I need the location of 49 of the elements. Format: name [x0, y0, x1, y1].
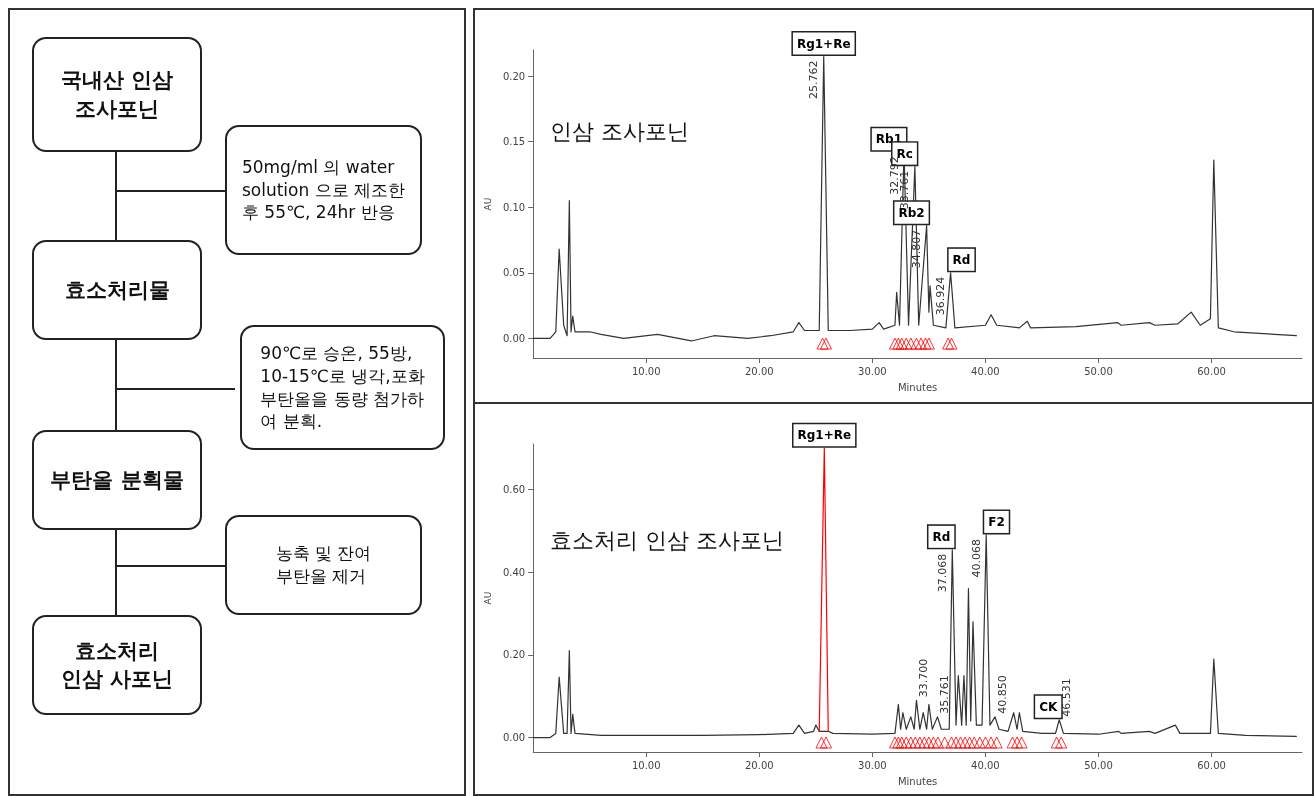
- flow-box: 부탄올 분획물: [32, 430, 202, 530]
- text: 인삼 조사포닌: [550, 118, 689, 144]
- y-tick-label: 0.15: [502, 136, 526, 148]
- y-tick-label: 0.60: [502, 483, 526, 495]
- annotation: Rd: [932, 529, 951, 544]
- flow-box: 90℃로 승온, 55방, 10-15℃로 냉각,포화 부탄올을 동량 첨가하 여 분획.: [240, 325, 445, 450]
- flow-box: 효소처리 인삼 사포닌: [32, 615, 202, 715]
- annotation: 25.762: [807, 60, 821, 100]
- annotation: 35.761: [937, 675, 951, 714]
- x-tick-label: 20.00: [744, 365, 774, 377]
- x-tick-label: 50.00: [1084, 759, 1113, 771]
- flow-box: 국내산 인삼 조사포닌: [32, 37, 202, 152]
- annotation: 40.068: [969, 538, 983, 578]
- y-tick-label: 0.40: [502, 566, 526, 578]
- x-tick-label: 60.00: [1197, 365, 1226, 377]
- annotation: 46.531: [1059, 678, 1073, 717]
- annotation: 33.700: [916, 658, 930, 698]
- x-axis-title: Minutes: [897, 775, 938, 787]
- annotation: Rg1+Re: [797, 428, 852, 443]
- annotation: Rg1+Re: [796, 36, 851, 51]
- x-tick-label: 30.00: [858, 365, 887, 377]
- flow-box: 효소처리물: [32, 240, 202, 340]
- annotation: 40.850: [995, 675, 1009, 714]
- y-axis-title: AU: [482, 197, 493, 211]
- annotation: 37.068: [935, 553, 949, 593]
- y-tick-label: 0.20: [502, 649, 526, 661]
- annotation: Rd: [952, 252, 971, 267]
- text: 효소처리 인삼 조사포닌: [550, 527, 784, 553]
- y-tick-label: 0.20: [502, 70, 526, 82]
- flow-box: 농축 및 잔여 부탄올 제거: [225, 515, 422, 615]
- x-tick-label: 60.00: [1197, 759, 1226, 771]
- x-tick-label: 50.00: [1084, 365, 1113, 377]
- x-tick-label: 30.00: [858, 759, 887, 771]
- x-tick-label: 10.00: [631, 365, 661, 377]
- annotation: 36.924: [934, 276, 948, 316]
- y-tick-label: 0.00: [502, 332, 526, 344]
- x-tick-label: 40.00: [971, 759, 1000, 771]
- y-tick-label: 0.00: [502, 732, 526, 744]
- y-tick-label: 0.10: [502, 201, 526, 213]
- y-axis-title: AU: [482, 591, 493, 605]
- x-tick-label: 10.00: [631, 759, 661, 771]
- x-axis-title: Minutes: [897, 381, 938, 393]
- y-tick-label: 0.05: [502, 267, 526, 279]
- x-tick-label: 40.00: [971, 365, 1000, 377]
- x-tick-label: 20.00: [744, 759, 774, 771]
- annotation: 34.807: [910, 229, 924, 269]
- flow-box: 50mg/ml 의 water solution 으로 제조한 후 55℃, 24hr 반응: [225, 125, 422, 255]
- annotation: CK: [1039, 699, 1058, 714]
- annotation: F2: [988, 514, 1005, 529]
